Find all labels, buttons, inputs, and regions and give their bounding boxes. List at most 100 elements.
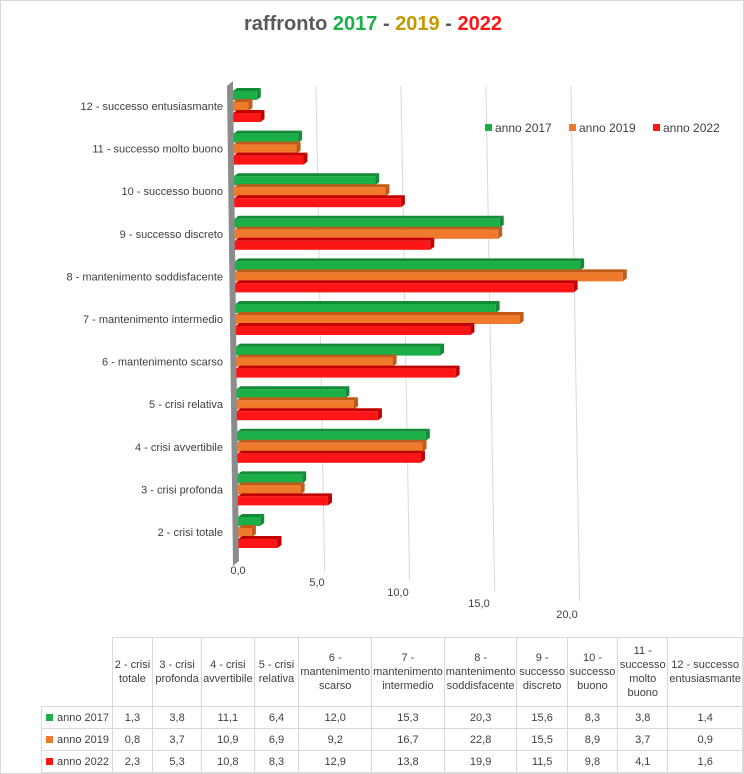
legend-swatch-icon xyxy=(485,124,492,131)
bar-front xyxy=(234,240,431,250)
bar-anno-2017-4 xyxy=(237,428,430,441)
bar-anno-2022-9 xyxy=(234,237,435,250)
bar-front xyxy=(234,229,499,239)
bar-front xyxy=(236,400,355,410)
bar-end-face xyxy=(354,397,359,410)
bar-front xyxy=(233,102,249,111)
category-label: 8 - mantenimento soddisfacente xyxy=(66,271,223,283)
bar-anno-2022-8 xyxy=(235,280,578,293)
bar-front xyxy=(235,283,574,293)
title-prefix: raffronto xyxy=(244,13,328,35)
bar-front xyxy=(233,133,299,143)
category-label: 11 - successo molto buono xyxy=(92,144,223,156)
bar-anno-2017-2 xyxy=(238,514,265,526)
legend-key-icon xyxy=(46,713,53,721)
title-sep: - xyxy=(377,13,396,35)
bar-anno-2019-12 xyxy=(233,99,253,111)
bar-top-face xyxy=(234,184,390,188)
table-column-header: 5 - crisi relativa xyxy=(253,637,300,707)
bar-front xyxy=(238,539,278,548)
category-label: 2 - crisi totale xyxy=(158,527,223,539)
bar-anno-2022-3 xyxy=(237,493,332,506)
legend-swatch-icon xyxy=(653,124,660,131)
legend-label: anno 2017 xyxy=(495,121,552,135)
bar-front xyxy=(237,442,423,452)
table-cell: 10,8 xyxy=(201,750,255,773)
table-column-header: 12 - successo entusiasmante xyxy=(667,637,743,707)
bar-anno-2017-11 xyxy=(233,130,303,143)
title-sep: - xyxy=(439,13,458,35)
bar-front xyxy=(235,261,581,271)
table-cell: 4,1 xyxy=(617,750,669,773)
table-cell: 3,7 xyxy=(152,728,203,751)
bar-anno-2022-2 xyxy=(238,536,282,548)
bar-front xyxy=(237,474,303,484)
bar-anno-2022-7 xyxy=(235,323,475,335)
bar-top-face xyxy=(235,323,475,326)
bar-front xyxy=(234,218,500,228)
table-cell: 15,5 xyxy=(516,728,568,751)
bar-anno-2019-2 xyxy=(238,525,256,537)
bar-top-face xyxy=(233,110,265,113)
legend-label: anno 2019 xyxy=(579,121,636,135)
bar-end-face xyxy=(622,269,627,282)
bar-end-face xyxy=(440,343,445,356)
legend-swatch-icon xyxy=(569,124,576,131)
bar-top-face xyxy=(233,99,253,102)
bar-front xyxy=(237,496,328,506)
bar-top-face xyxy=(237,493,332,497)
bar-end-face xyxy=(519,312,524,324)
x-tick-label: 15,0 xyxy=(468,598,489,610)
bar-end-face xyxy=(499,215,504,228)
table-cell: 9,8 xyxy=(566,750,619,773)
bar-end-face xyxy=(580,258,585,271)
table-cell: 22,8 xyxy=(443,728,518,751)
title-year-2022: 2022 xyxy=(457,13,502,35)
bar-front xyxy=(238,528,252,537)
bar-anno-2017-6 xyxy=(236,343,445,356)
category-label: 10 - successo buono xyxy=(121,186,223,198)
table-cell: 1,3 xyxy=(111,706,154,729)
table-cell: 8,3 xyxy=(566,706,619,729)
bar-top-face xyxy=(238,536,282,539)
bar-anno-2022-6 xyxy=(236,365,460,378)
bar-front xyxy=(236,389,346,399)
bar-front xyxy=(236,368,456,378)
bar-top-face xyxy=(235,312,524,315)
bar-top-face xyxy=(238,514,265,517)
bar-top-face xyxy=(234,215,504,219)
bar-end-face xyxy=(573,280,578,293)
bar-front xyxy=(236,411,378,421)
bar-anno-2022-4 xyxy=(237,450,425,463)
series-label: anno 2017 xyxy=(41,706,113,729)
bar-top-face xyxy=(237,471,307,475)
table-column-header: 2 - crisi totale xyxy=(111,637,154,707)
bar-plot: 12 - successo entusiasmante 11 - successo… xyxy=(66,81,720,621)
table-cell: 12,9 xyxy=(298,750,373,773)
bar-end-face xyxy=(277,536,282,548)
bar-end-face xyxy=(470,323,475,335)
bar-end-face xyxy=(260,514,265,526)
bar-top-face xyxy=(237,439,427,443)
table-column-header: 4 - crisi avvertibile xyxy=(201,637,255,707)
bar-front xyxy=(235,315,520,324)
table-cell: 8,9 xyxy=(566,728,619,751)
bar-anno-2017-10 xyxy=(234,173,380,186)
bar-top-face xyxy=(235,280,578,284)
bar-end-face xyxy=(430,237,435,250)
bar-anno-2019-8 xyxy=(235,269,627,282)
bar-top-face xyxy=(233,130,303,134)
table-cell: 6,9 xyxy=(253,728,300,751)
bar-anno-2019-4 xyxy=(237,439,427,452)
bar-top-face xyxy=(236,354,397,358)
bar-anno-2019-3 xyxy=(237,482,305,495)
category-label: 9 - successo discreto xyxy=(120,229,223,241)
bar-end-face xyxy=(345,386,350,399)
bar-front xyxy=(234,198,401,208)
bar-anno-2022-11 xyxy=(233,152,308,165)
table-corner xyxy=(41,637,113,707)
bar-top-face xyxy=(234,226,503,230)
table-cell: 19,9 xyxy=(443,750,518,773)
bar-top-face xyxy=(236,365,460,369)
